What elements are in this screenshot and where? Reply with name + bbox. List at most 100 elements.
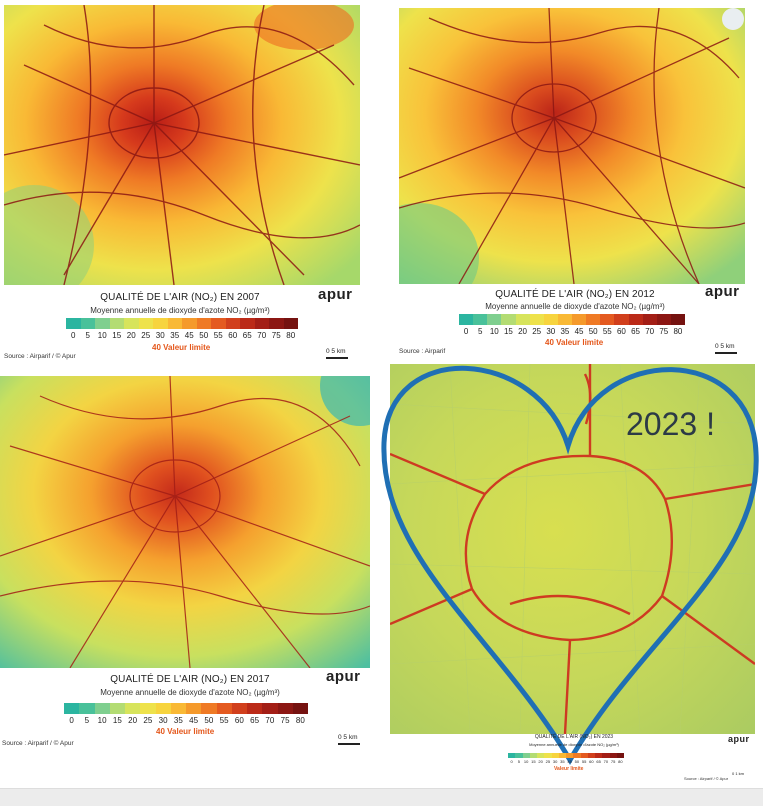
map-subtitle-2012: Moyenne annuelle de dioxyde d'azote NO₂ … [485,302,665,311]
legend-swatch [501,314,516,325]
legend-tick-label: 35 [560,327,570,336]
heart-annotation [381,365,759,765]
legend-swatch [240,318,255,329]
legend-tick-label: 20 [128,716,138,725]
source-note-2017: Source : Airparif / © Apur [2,740,74,747]
legend-swatch [515,753,523,758]
legend-swatch [522,753,530,758]
source-note-2007: Source : Airparif / © Apur [4,353,76,360]
limit-value-label-2023: Valeur limite [554,766,584,772]
legend-swatch [95,318,110,329]
legend-tick-label: 30 [155,331,165,340]
legend-swatch [487,314,502,325]
legend-ticks-2012: 0 5 10 15 20 25 30 35 45 50 55 60 65 70 75 80 [459,327,685,336]
legend-tick-label: 35 [170,331,180,340]
legend-swatch [109,318,124,329]
scale-bar-2023: 0 1 km [732,771,744,776]
legend-swatch [543,314,558,325]
legend-swatch [459,314,474,325]
legend-swatch [201,703,217,714]
scale-bar-2007: 0 5 km [326,348,348,359]
legend-swatch [109,703,125,714]
legend-swatch [66,318,81,329]
legend-swatch [170,703,186,714]
legend-tick-label: 60 [589,759,594,764]
legend-swatch [544,753,552,758]
legend-swatch [616,753,624,758]
legend-swatch [94,703,110,714]
legend-tick-label: 25 [143,716,153,725]
legend-swatch [196,318,211,329]
scale-bar-2012: 0 5 km [715,343,737,354]
apur-logo-2023: apur [728,734,750,744]
legend-tick-label: 10 [97,331,107,340]
legend-swatch [225,318,240,329]
legend-swatch [580,753,588,758]
legend-ticks-2017: 0 5 10 15 20 25 30 35 45 50 55 60 65 70 75 80 [64,716,308,725]
legend-swatch [138,318,153,329]
legend-swatch [572,314,587,325]
legend-swatch [614,314,629,325]
pollution-map-2012 [399,8,745,284]
apur-logo-2012: apur [705,283,740,300]
legend-swatch [269,318,284,329]
legend-tick-label: 70 [603,759,609,764]
map-title-2012: QUALITÉ DE L'AIR (NO₂) EN 2012 [495,289,655,300]
legend-tick-label: 15 [503,327,513,336]
legend-tick-label: 45 [567,759,572,764]
color-legend-2023 [508,753,624,758]
color-legend-2017 [64,703,308,714]
legend-swatch [277,703,293,714]
annotation-2023: 2023 ! [626,406,715,442]
legend-swatch [473,314,488,325]
legend-tick-label: 65 [242,331,252,340]
legend-tick-label: 75 [271,331,281,340]
legend-swatch [80,318,95,329]
legend-swatch [557,314,572,325]
legend-tick-label: 75 [659,327,669,336]
limit-value-label-2017: 40 Valeur limite [156,727,215,736]
pollution-map-2023 [390,364,755,734]
legend-swatch [586,314,601,325]
legend-tick-label: 50 [574,759,580,764]
map-panel-2017: QUALITÉ DE L'AIR (NO₂) EN 2017 Moyenne a… [0,372,380,782]
legend-tick-label: 50 [588,327,598,336]
map-title-2007: QUALITÉ DE L'AIR (NO₂) EN 2007 [100,292,260,303]
legend-swatch [283,318,298,329]
legend-tick-label: 55 [219,716,229,725]
legend-tick-label: 70 [265,716,275,725]
map-subtitle-2007: Moyenne annuelle de dioxyde d'azote NO₂ … [90,306,270,315]
legend-swatch [642,314,657,325]
legend-tick-label: 55 [602,327,612,336]
legend-tick-label: 5 [84,716,90,725]
legend-swatch [600,314,615,325]
legend-tick-label: 35 [173,716,183,725]
legend-tick-label: 30 [546,327,556,336]
expand-icon[interactable] [722,8,744,30]
map-subtitle-2017: Moyenne annuelle de dioxyde d'azote NO₂ … [100,688,280,697]
legend-swatch [79,703,95,714]
map-panel-2007: QUALITÉ DE L'AIR (NO₂) EN 2007 Moyenne a… [0,0,370,365]
legend-swatch [231,703,247,714]
legend-swatch [140,703,156,714]
legend-swatch [64,703,80,714]
legend-swatch [595,753,603,758]
legend-tick-label: 0 [69,716,74,725]
legend-tick-label: 5 [85,331,90,340]
legend-swatch [155,703,171,714]
legend-swatch [124,318,139,329]
legend-swatch [529,753,537,758]
legend-swatch [656,314,671,325]
legend-swatch [628,314,643,325]
legend-swatch [254,318,269,329]
limit-value-label-2012: 40 Valeur limite [545,338,604,347]
legend-tick-label: 20 [538,759,543,764]
map-panel-2012: QUALITÉ DE L'AIR (NO₂) EN 2012 Moyenne a… [395,0,763,365]
legend-swatch [182,318,197,329]
legend-swatch [508,753,516,758]
legend-tick-label: 0 [463,327,469,336]
legend-tick-label: 20 [518,327,528,336]
legend-swatch [125,703,141,714]
legend-tick-label: 80 [286,331,296,340]
legend-tick-label: 15 [112,331,122,340]
